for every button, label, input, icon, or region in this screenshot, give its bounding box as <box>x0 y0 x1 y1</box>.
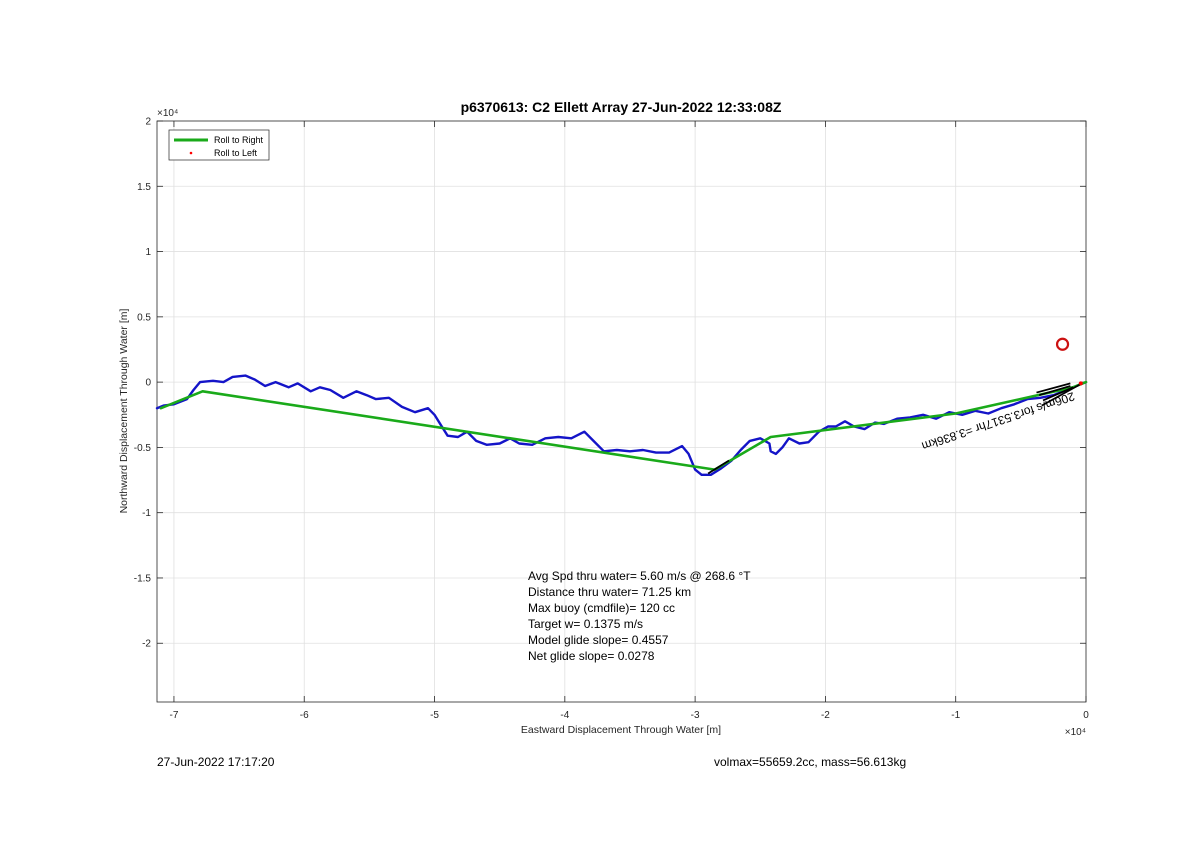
x-tick-label: -4 <box>560 710 569 721</box>
series-roll-right-line <box>159 380 1088 471</box>
stat-avg-speed: Avg Spd thru water= 5.60 m/s @ 268.6 °T <box>528 569 751 583</box>
current-vector-line <box>707 459 730 475</box>
axes-box <box>156 120 1087 703</box>
stats-block: Avg Spd thru water= 5.60 m/s @ 268.6 °T … <box>528 569 751 663</box>
x-tick-label: -1 <box>951 710 960 721</box>
series-group <box>155 374 1088 476</box>
y-tick-label: 0 <box>145 378 151 389</box>
y-tick-label: -1.5 <box>134 573 152 584</box>
position-marker-circle <box>1055 337 1070 351</box>
x-axis-label: Eastward Displacement Through Water [m] <box>521 724 721 736</box>
y-tick-label: 1 <box>145 247 151 258</box>
y-tick-label: 2 <box>145 117 151 128</box>
x-ticks: -7 -6 -5 -4 -3 -2 -1 0 <box>169 121 1089 721</box>
x-tick-label: -7 <box>169 710 178 721</box>
current-vector-line <box>1042 386 1074 402</box>
stat-model-glide: Model glide slope= 0.4557 <box>528 633 669 647</box>
x-tick-label: -6 <box>300 710 309 721</box>
footer-timestamp: 27-Jun-2022 17:17:20 <box>157 755 275 769</box>
marker-layer <box>1055 337 1070 351</box>
x-tick-label: -2 <box>821 710 830 721</box>
series-roll-left-point <box>1078 381 1083 386</box>
y-ticks: 2 1.5 1 0.5 0 -0.5 -1 -1.5 -2 <box>134 117 1086 650</box>
grid-lines <box>157 121 1086 702</box>
y-tick-label: -2 <box>142 639 151 650</box>
legend-label-roll-right: Roll to Right <box>214 135 264 145</box>
y-tick-label: 0.5 <box>137 312 151 323</box>
x-exponent-label: ×10⁴ <box>1065 727 1086 738</box>
rotated-annotation: 206m/s for3.5317hr =3.836km <box>920 389 1077 453</box>
series-track-line <box>155 374 1088 476</box>
current-vector-line <box>1036 382 1071 394</box>
legend-box <box>168 129 270 161</box>
stat-target-w: Target w= 0.1375 m/s <box>528 617 643 631</box>
stat-distance: Distance thru water= 71.25 km <box>528 585 691 599</box>
x-tick-label: -3 <box>691 710 700 721</box>
y-axis-label: Northward Displacement Through Water [m] <box>118 309 130 514</box>
x-tick-label: -5 <box>430 710 439 721</box>
legend-label-roll-left: Roll to Left <box>214 148 258 158</box>
current-vectors <box>707 382 1080 475</box>
stat-net-glide: Net glide slope= 0.0278 <box>528 649 655 663</box>
stat-max-buoy: Max buoy (cmdfile)= 120 cc <box>528 601 675 615</box>
y-tick-label: -0.5 <box>134 443 152 454</box>
y-tick-label: -1 <box>142 508 151 519</box>
y-exponent-label: ×10⁴ <box>157 108 178 119</box>
chart-title: p6370613: C2 Ellett Array 27-Jun-2022 12… <box>461 99 782 115</box>
legend-marker-roll-left <box>189 151 193 155</box>
footer-volmax-mass: volmax=55659.2cc, mass=56.613kg <box>714 755 906 769</box>
x-tick-label: 0 <box>1083 710 1089 721</box>
current-vector-line <box>1038 385 1071 397</box>
legend: Roll to Right Roll to Left <box>168 129 270 161</box>
y-tick-label: 1.5 <box>137 182 151 193</box>
